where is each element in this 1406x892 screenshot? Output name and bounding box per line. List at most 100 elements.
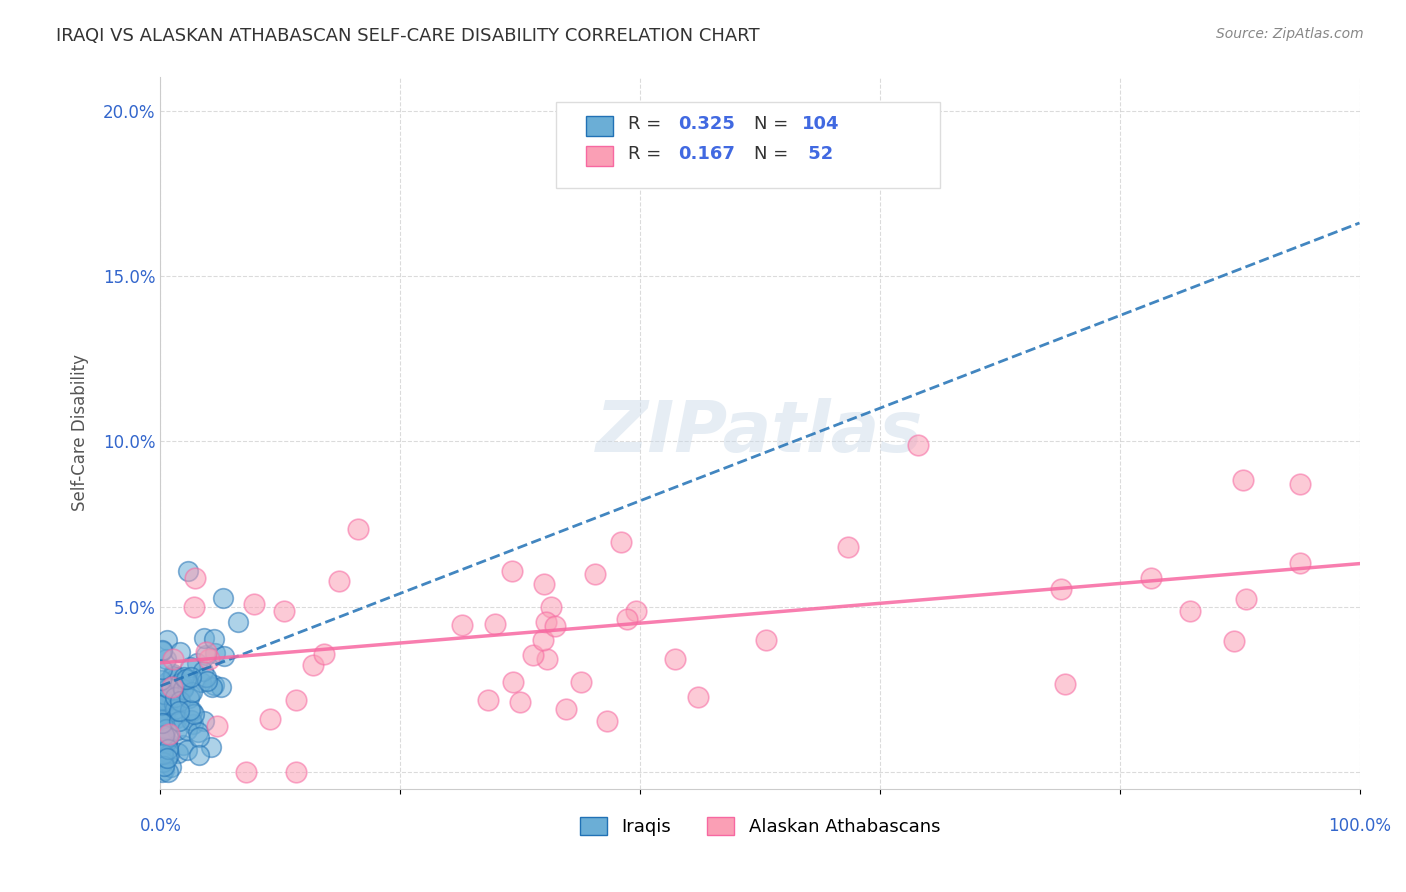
Text: 104: 104 xyxy=(801,115,839,133)
Point xyxy=(1288,556,1310,570)
Point xyxy=(177,691,200,706)
Point xyxy=(596,714,619,729)
Point xyxy=(150,693,173,707)
Point xyxy=(186,657,208,671)
Point xyxy=(169,676,191,690)
Point xyxy=(157,747,180,762)
Point xyxy=(155,734,177,748)
Point xyxy=(163,690,186,704)
Point xyxy=(150,740,173,755)
Text: ZIPatlas: ZIPatlas xyxy=(596,399,924,467)
Point xyxy=(150,764,173,779)
Text: R =: R = xyxy=(628,145,661,163)
Point xyxy=(153,706,176,721)
Point xyxy=(157,727,180,741)
Point xyxy=(531,632,554,647)
Point xyxy=(156,698,179,712)
Point xyxy=(837,540,859,554)
Point xyxy=(179,688,201,702)
Point xyxy=(176,723,198,738)
Point xyxy=(583,566,606,581)
Point xyxy=(212,649,235,664)
Point xyxy=(156,733,179,747)
Point xyxy=(160,760,183,774)
Text: N =: N = xyxy=(754,145,789,163)
Legend: Iraqis, Alaskan Athabascans: Iraqis, Alaskan Athabascans xyxy=(572,810,948,844)
Point xyxy=(284,693,307,707)
Point xyxy=(153,687,176,701)
Point xyxy=(273,605,295,619)
Point xyxy=(153,693,176,707)
Point xyxy=(152,747,174,762)
Point xyxy=(183,571,205,585)
Point xyxy=(202,678,225,692)
Point xyxy=(484,616,506,631)
Point xyxy=(153,710,176,724)
Point xyxy=(212,591,235,606)
Point xyxy=(190,674,212,689)
Point xyxy=(179,703,201,717)
Point xyxy=(259,712,281,726)
Point xyxy=(187,725,209,739)
Text: Source: ZipAtlas.com: Source: ZipAtlas.com xyxy=(1216,27,1364,41)
Point xyxy=(159,671,181,685)
Point xyxy=(166,670,188,684)
Point xyxy=(209,680,232,694)
Point xyxy=(1234,591,1257,606)
Point xyxy=(169,704,191,718)
Point xyxy=(150,716,173,731)
Point xyxy=(180,670,202,684)
Point xyxy=(153,750,176,764)
Point xyxy=(187,731,209,745)
Point xyxy=(451,618,474,632)
Point xyxy=(150,698,173,712)
Point xyxy=(543,619,565,633)
Point xyxy=(157,730,180,744)
Point xyxy=(156,675,179,690)
Point xyxy=(155,722,177,736)
Point xyxy=(152,744,174,758)
Point xyxy=(150,739,173,754)
Point xyxy=(624,604,647,618)
Point xyxy=(194,645,217,659)
Point xyxy=(157,691,180,706)
Point xyxy=(193,631,215,645)
Point xyxy=(173,670,195,684)
Text: 0.167: 0.167 xyxy=(679,145,735,163)
Point xyxy=(163,685,186,699)
Point xyxy=(284,764,307,779)
Point xyxy=(664,652,686,666)
Point xyxy=(181,704,204,718)
Text: 0.325: 0.325 xyxy=(679,115,735,133)
Point xyxy=(157,715,180,730)
Point xyxy=(1232,473,1254,487)
Point xyxy=(198,652,221,666)
Point xyxy=(163,702,186,716)
Point xyxy=(174,672,197,686)
Text: 52: 52 xyxy=(801,145,834,163)
Point xyxy=(169,644,191,658)
Point xyxy=(176,672,198,686)
Point xyxy=(204,646,226,660)
Point xyxy=(193,714,215,729)
Point xyxy=(173,680,195,694)
Point xyxy=(166,694,188,708)
Point xyxy=(533,577,555,591)
Point xyxy=(243,597,266,611)
Point xyxy=(157,764,180,779)
Point xyxy=(183,706,205,721)
Text: N =: N = xyxy=(754,115,789,133)
Point xyxy=(1289,477,1312,491)
Point xyxy=(153,715,176,730)
Point xyxy=(180,713,202,727)
Point xyxy=(235,764,257,779)
Point xyxy=(183,599,205,614)
Text: R =: R = xyxy=(628,115,661,133)
Point xyxy=(152,740,174,755)
Text: IRAQI VS ALASKAN ATHABASCAN SELF-CARE DISABILITY CORRELATION CHART: IRAQI VS ALASKAN ATHABASCAN SELF-CARE DI… xyxy=(56,27,759,45)
Point xyxy=(195,648,218,663)
Point xyxy=(166,747,188,761)
Point xyxy=(201,680,224,694)
Point xyxy=(156,750,179,764)
Point xyxy=(162,669,184,683)
